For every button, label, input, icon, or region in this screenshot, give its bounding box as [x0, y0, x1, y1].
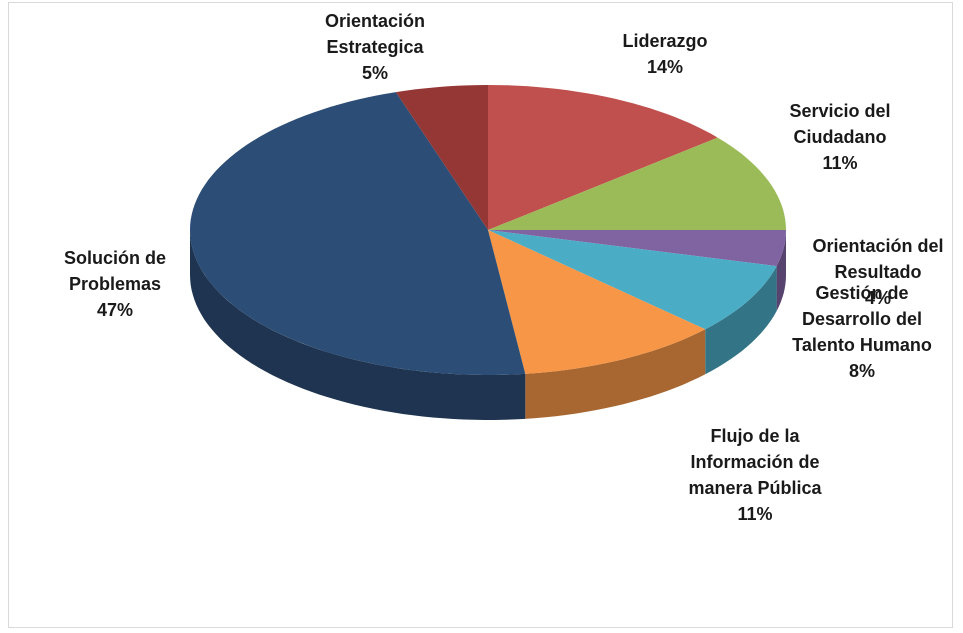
value-label: 14% — [646, 57, 684, 77]
data-label: Flujo de la Información de manera Públic… — [668, 423, 843, 527]
category-label: Solución de Problemas — [63, 248, 166, 294]
category-label: Gestión de Desarrollo del Talento Humano — [792, 283, 932, 355]
value-label: 47% — [96, 300, 134, 320]
chart-frame — [8, 2, 953, 628]
pie-side — [190, 230, 526, 420]
pie-slice — [488, 230, 706, 374]
data-label: Servicio del Ciudadano 11% — [765, 98, 915, 176]
data-label: Gestión de Desarrollo del Talento Humano… — [782, 280, 942, 384]
data-label: Liderazgo 14% — [595, 28, 735, 80]
pie-slice — [488, 230, 786, 267]
value-label: 11% — [822, 153, 858, 173]
pie-slice — [395, 85, 488, 230]
value-label: 5% — [361, 63, 388, 83]
pie-slice — [488, 230, 777, 330]
category-label: Orientación del Resultado — [812, 236, 944, 282]
pie-side — [525, 329, 706, 419]
data-label: Solución de Problemas 47% — [30, 245, 200, 323]
data-label: Orientación del Resultado 4% — [791, 233, 963, 311]
pie-slice — [488, 85, 718, 230]
category-label: Servicio del Ciudadano — [789, 101, 891, 147]
pie-slice — [190, 92, 526, 375]
category-label: Orientación Estrategica — [324, 11, 426, 57]
pie-slice — [488, 137, 786, 230]
pie-side — [705, 266, 777, 375]
pie-side — [776, 230, 786, 312]
value-label: 11% — [737, 504, 773, 524]
category-label: Flujo de la Información de manera Públic… — [688, 426, 822, 498]
data-label: Orientación Estrategica 5% — [295, 8, 455, 86]
value-label: 8% — [848, 361, 875, 381]
value-label: 4% — [864, 288, 891, 308]
category-label: Liderazgo — [622, 31, 708, 51]
